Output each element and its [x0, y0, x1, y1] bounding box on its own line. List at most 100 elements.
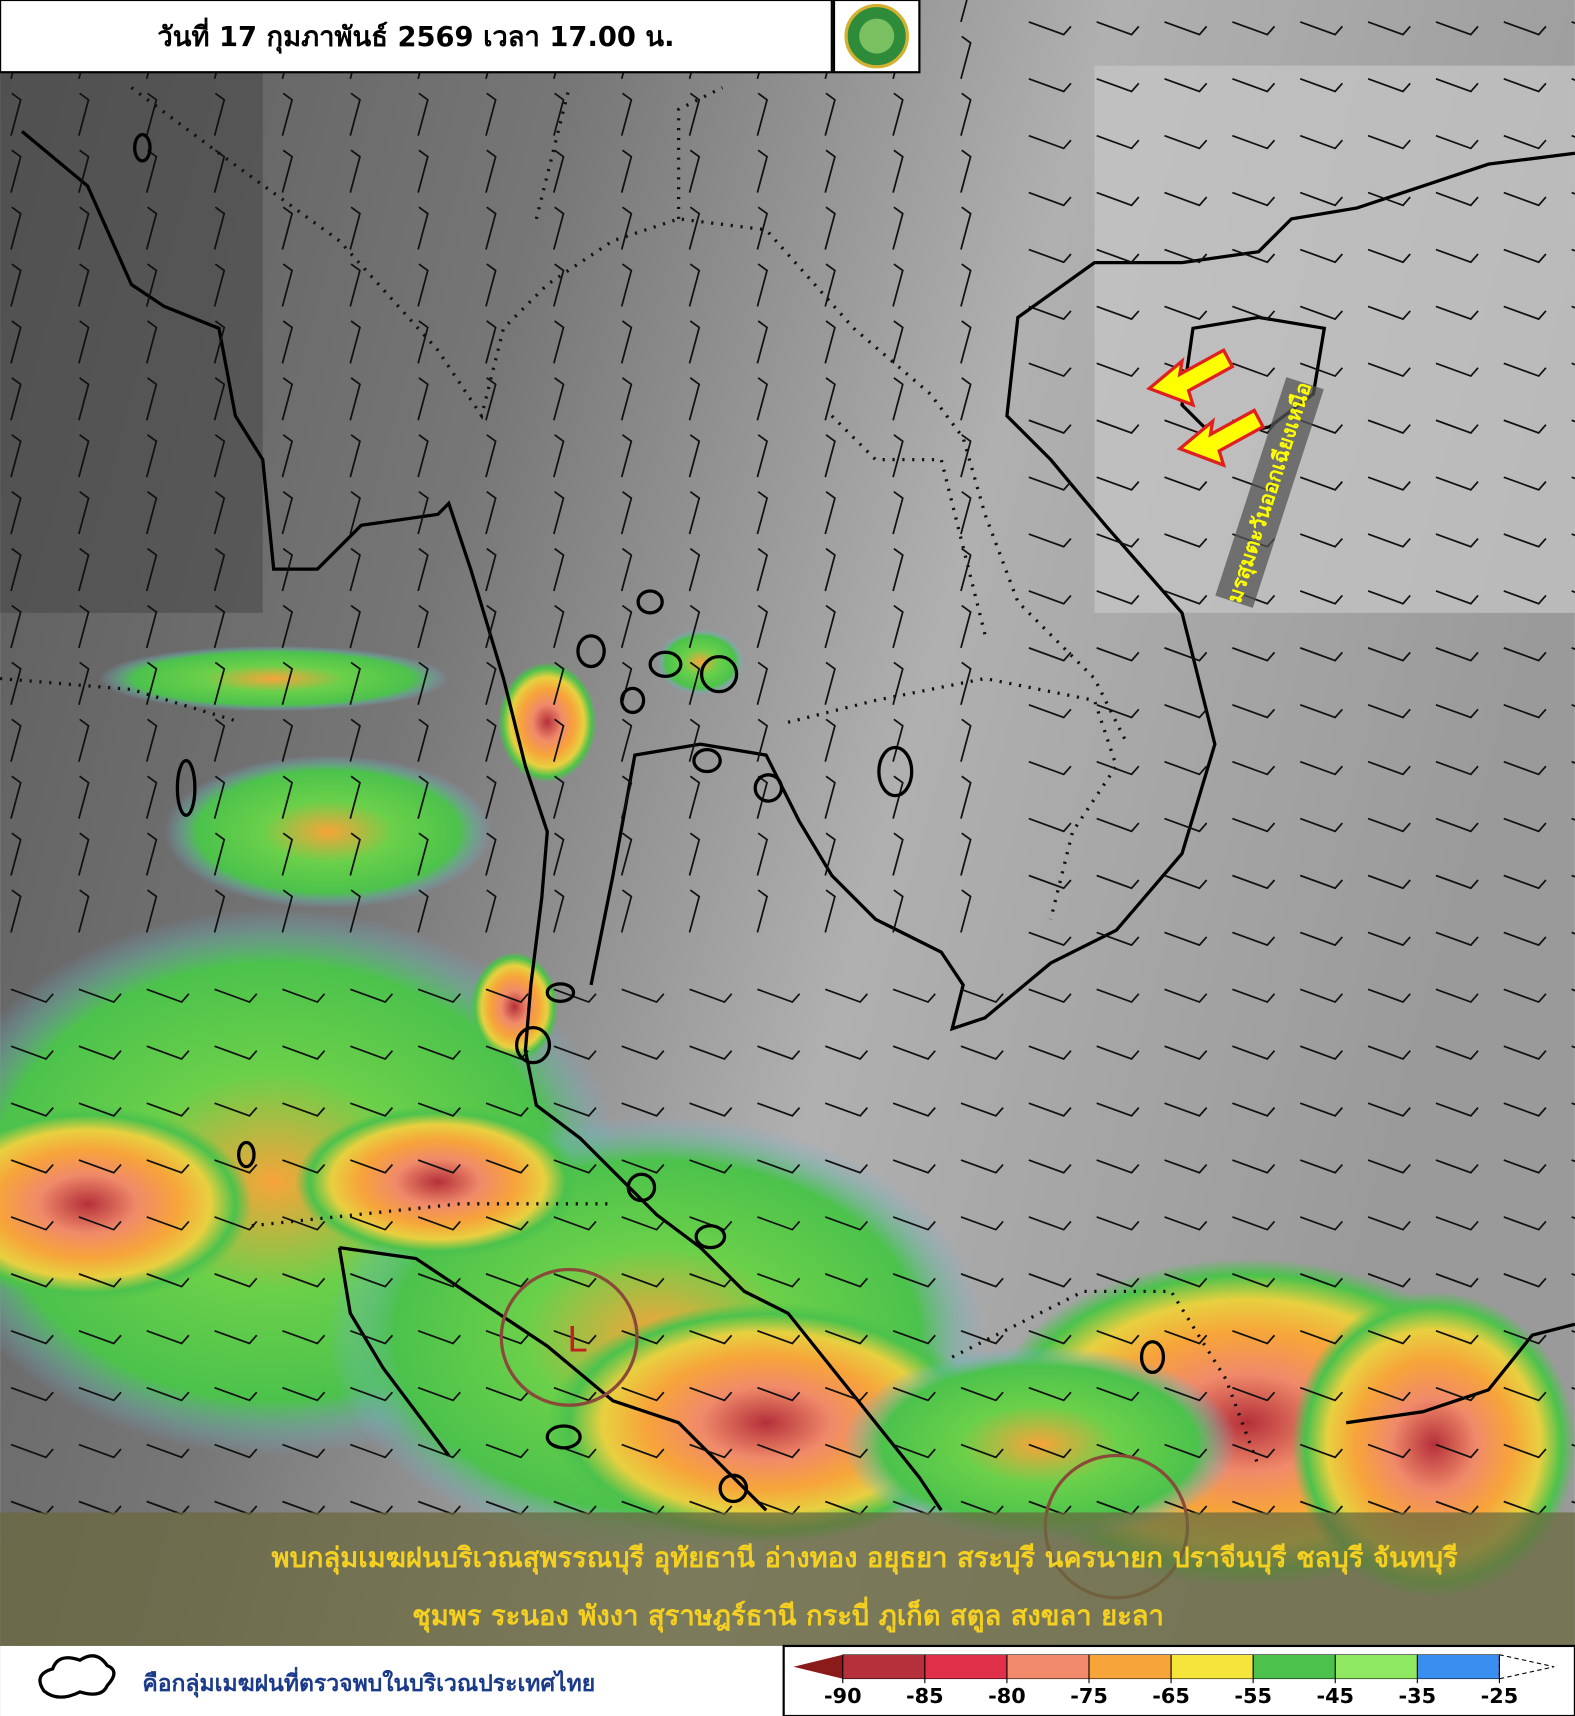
wind-barb	[553, 491, 565, 535]
wind-barb	[349, 1386, 394, 1402]
wind-barb	[10, 1216, 54, 1231]
wind-barb	[1367, 988, 1411, 1004]
wind-barb	[213, 92, 226, 136]
wind-barb	[553, 1216, 597, 1231]
wind-barb	[1367, 760, 1411, 776]
wind-barb	[824, 320, 836, 364]
wind-barb	[824, 547, 836, 592]
wind-barb	[553, 889, 565, 933]
wind-barb	[1299, 362, 1344, 378]
wind-barb	[1299, 1045, 1344, 1060]
wind-barb	[960, 1102, 1004, 1117]
wind-barb	[10, 1159, 54, 1174]
wind-barb	[553, 1386, 597, 1402]
wind-barb	[1232, 647, 1276, 662]
dark-area	[0, 65, 263, 613]
wind-barb	[756, 491, 769, 535]
wind-barb	[960, 92, 972, 136]
wind-barb	[960, 775, 972, 819]
wind-barb	[146, 1216, 190, 1231]
wind-barb	[145, 320, 158, 364]
wind-barb	[349, 1273, 394, 1288]
wind-barb	[1028, 419, 1072, 434]
wind-barb	[1232, 1273, 1276, 1288]
wind-barb	[1367, 1443, 1411, 1459]
wind-barb	[281, 149, 294, 193]
wind-barb	[349, 889, 361, 933]
wind-barb	[1232, 1329, 1276, 1345]
wind-barb	[960, 1273, 1004, 1288]
wind-barb	[1435, 21, 1479, 36]
wind-barb	[78, 377, 90, 421]
wind-barb	[757, 1159, 801, 1174]
wind-barb	[824, 434, 836, 478]
wind-barb	[960, 149, 972, 193]
wind-barb	[349, 1329, 394, 1345]
wind-barb	[1367, 874, 1411, 890]
legend-icon	[38, 1654, 116, 1699]
wind-barb	[1367, 1273, 1411, 1288]
wind-barb	[417, 320, 429, 364]
wind-barb	[1232, 1216, 1276, 1231]
wind-barb	[349, 832, 361, 876]
wind-barb	[1028, 191, 1072, 207]
wind-barb	[349, 320, 361, 364]
wind-barb	[756, 604, 769, 649]
wind-barb	[1096, 647, 1140, 662]
wind-barb	[1503, 931, 1547, 947]
wind-barb	[892, 547, 904, 592]
wind-barb	[1232, 1045, 1276, 1060]
wind-barb	[1435, 988, 1479, 1004]
wind-barb	[1367, 590, 1411, 605]
wind-barb	[485, 320, 497, 364]
wind-barb	[689, 1159, 733, 1174]
wind-barb	[10, 92, 22, 136]
wind-barb	[1096, 988, 1140, 1004]
coastlines	[20, 130, 1575, 1512]
wind-barb	[960, 263, 972, 307]
wind-barb	[1232, 1443, 1276, 1459]
wind-barb	[892, 775, 904, 819]
wind-barb	[10, 206, 22, 250]
wind-barb	[1232, 248, 1276, 264]
wind-barb	[10, 434, 22, 478]
wind-barb	[282, 1443, 326, 1459]
wind-barb	[757, 1102, 801, 1117]
wind-barb	[485, 832, 497, 876]
wind-barb	[281, 604, 294, 649]
wind-barb	[10, 889, 22, 933]
wind-barb	[1096, 1045, 1140, 1060]
wind-barb	[1096, 1159, 1140, 1174]
wind-barb	[892, 718, 904, 762]
wind-barb	[1503, 1216, 1547, 1231]
wind-barb	[960, 320, 972, 364]
wind-barb	[1164, 760, 1208, 776]
wind-barb	[1028, 1159, 1072, 1174]
wind-barb	[824, 604, 836, 649]
wind-barb	[349, 1045, 394, 1060]
wind-barb	[1435, 817, 1479, 833]
cloud-layer	[1094, 65, 1575, 613]
wind-barb	[78, 889, 90, 933]
wind-barb	[281, 832, 294, 876]
caption-line: พบกลุ่มเมฆฝนบริเวณสุพรรณบุรี อุทัยธานี อ…	[272, 1543, 1459, 1575]
wind-barb	[213, 206, 226, 250]
wind-barb	[213, 832, 226, 876]
wind-barb	[1164, 1443, 1208, 1459]
wind-barb	[1164, 77, 1208, 93]
color-scale: -90 -85 -80 -75 -65 -55 -45 -35 -25	[793, 1654, 1555, 1708]
wind-barb	[1503, 77, 1547, 93]
wind-barb	[1435, 533, 1479, 548]
wind-barb	[1435, 362, 1479, 378]
header-box	[0, 0, 833, 74]
wind-barb	[960, 434, 972, 478]
wind-barb	[553, 604, 565, 649]
wind-barb	[1232, 134, 1276, 150]
wind-barb	[1096, 703, 1140, 719]
wind-barb	[213, 889, 226, 933]
wind-barb	[892, 661, 904, 706]
wind-barb	[553, 434, 565, 478]
wind-barb	[1503, 21, 1547, 36]
wind-barb	[282, 1216, 326, 1231]
